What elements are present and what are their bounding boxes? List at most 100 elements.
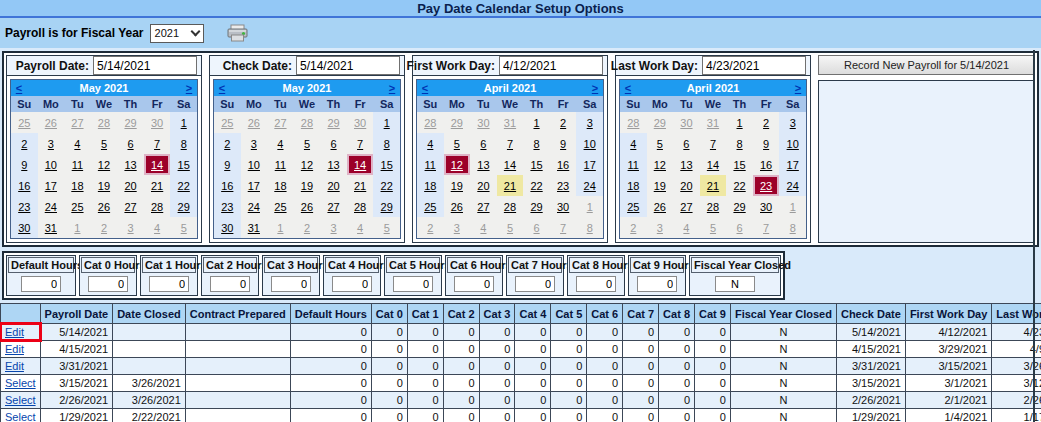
- day-link[interactable]: 27: [71, 117, 83, 129]
- day-link[interactable]: 25: [627, 201, 639, 213]
- hours-box-input[interactable]: [210, 276, 250, 292]
- day-link[interactable]: 8: [587, 222, 593, 234]
- day-link[interactable]: 16: [18, 180, 30, 192]
- day-link[interactable]: 2: [101, 222, 107, 234]
- day-link[interactable]: 11: [275, 159, 286, 171]
- day-link[interactable]: 6: [128, 138, 134, 150]
- day-link[interactable]: 22: [733, 180, 745, 192]
- day-link[interactable]: 10: [45, 159, 57, 171]
- day-link[interactable]: 26: [45, 117, 57, 129]
- day-link[interactable]: 16: [760, 159, 772, 171]
- day-link[interactable]: 13: [680, 159, 692, 171]
- day-link[interactable]: 15: [733, 159, 745, 171]
- day-link[interactable]: 28: [151, 201, 163, 213]
- day-link[interactable]: 3: [128, 222, 134, 234]
- hours-box-input[interactable]: [271, 276, 311, 292]
- hours-box-input[interactable]: [21, 276, 61, 292]
- day-link[interactable]: 11: [72, 159, 83, 171]
- next-month-link[interactable]: >: [587, 82, 603, 94]
- day-link[interactable]: 23: [557, 180, 569, 192]
- day-link[interactable]: 27: [477, 201, 489, 213]
- day-link[interactable]: 11: [628, 159, 639, 171]
- day-link[interactable]: 30: [221, 222, 233, 234]
- day-link[interactable]: 5: [657, 138, 663, 150]
- hours-box-input[interactable]: [332, 276, 372, 292]
- day-link[interactable]: 8: [534, 138, 540, 150]
- day-link[interactable]: 1: [74, 222, 80, 234]
- day-link[interactable]: 9: [560, 138, 566, 150]
- hours-box-input[interactable]: [149, 276, 189, 292]
- day-link[interactable]: 24: [248, 201, 260, 213]
- day-link[interactable]: 3: [657, 222, 663, 234]
- day-link[interactable]: 27: [274, 117, 286, 129]
- day-link[interactable]: 28: [707, 201, 719, 213]
- day-link[interactable]: 4: [683, 222, 689, 234]
- day-link[interactable]: 5: [181, 222, 187, 234]
- day-link[interactable]: 3: [251, 138, 257, 150]
- day-link[interactable]: 27: [124, 201, 136, 213]
- day-link[interactable]: 2: [630, 222, 636, 234]
- next-month-link[interactable]: >: [790, 82, 806, 94]
- day-link[interactable]: 29: [124, 117, 136, 129]
- day-link[interactable]: 1: [277, 222, 283, 234]
- day-link[interactable]: 23: [18, 201, 30, 213]
- day-link[interactable]: 6: [737, 222, 743, 234]
- day-link[interactable]: 25: [71, 201, 83, 213]
- day-link[interactable]: 25: [18, 117, 30, 129]
- day-link[interactable]: 31: [45, 222, 57, 234]
- day-link[interactable]: 21: [707, 180, 719, 192]
- day-link[interactable]: 25: [221, 117, 233, 129]
- day-link[interactable]: 28: [627, 117, 639, 129]
- day-link[interactable]: 17: [584, 159, 596, 171]
- day-link[interactable]: 12: [98, 159, 110, 171]
- day-link[interactable]: 25: [274, 201, 286, 213]
- next-month-link[interactable]: >: [181, 82, 197, 94]
- day-link[interactable]: 16: [557, 159, 569, 171]
- day-link[interactable]: 6: [683, 138, 689, 150]
- day-link[interactable]: 31: [707, 117, 719, 129]
- day-link[interactable]: 4: [154, 222, 160, 234]
- day-link[interactable]: 13: [124, 159, 136, 171]
- day-link[interactable]: 6: [480, 138, 486, 150]
- day-link[interactable]: 8: [790, 222, 796, 234]
- day-link[interactable]: 20: [680, 180, 692, 192]
- day-link[interactable]: 19: [654, 180, 666, 192]
- day-link[interactable]: 17: [787, 159, 799, 171]
- day-link[interactable]: 4: [357, 222, 363, 234]
- day-link[interactable]: 19: [301, 180, 313, 192]
- day-link[interactable]: 7: [357, 138, 363, 150]
- day-link[interactable]: 29: [327, 117, 339, 129]
- day-link[interactable]: 30: [477, 117, 489, 129]
- day-link[interactable]: 7: [507, 138, 513, 150]
- edit-link[interactable]: Edit: [5, 360, 24, 372]
- day-link[interactable]: 2: [304, 222, 310, 234]
- day-link[interactable]: 31: [504, 117, 516, 129]
- day-link[interactable]: 15: [381, 159, 393, 171]
- day-link[interactable]: 17: [248, 180, 260, 192]
- edit-link[interactable]: Edit: [5, 326, 24, 338]
- day-link[interactable]: 1: [181, 117, 187, 129]
- day-link[interactable]: 30: [760, 201, 772, 213]
- day-link[interactable]: 16: [221, 180, 233, 192]
- day-link[interactable]: 5: [454, 138, 460, 150]
- day-link[interactable]: 2: [763, 117, 769, 129]
- edit-link[interactable]: Edit: [5, 343, 24, 355]
- day-link[interactable]: 30: [151, 117, 163, 129]
- record-new-payroll-button[interactable]: Record New Payroll for 5/14/2021: [818, 55, 1035, 75]
- day-link[interactable]: 18: [71, 180, 83, 192]
- panel-date-input[interactable]: [702, 56, 806, 75]
- day-link[interactable]: 2: [21, 138, 27, 150]
- day-link[interactable]: 20: [124, 180, 136, 192]
- day-link[interactable]: 26: [451, 201, 463, 213]
- panel-date-input[interactable]: [296, 56, 400, 75]
- hours-box-input[interactable]: [454, 276, 494, 292]
- day-link[interactable]: 3: [587, 117, 593, 129]
- day-link[interactable]: 24: [45, 201, 57, 213]
- day-link[interactable]: 5: [710, 222, 716, 234]
- day-link[interactable]: 30: [18, 222, 30, 234]
- day-link[interactable]: 10: [584, 138, 596, 150]
- day-link[interactable]: 6: [534, 222, 540, 234]
- day-link[interactable]: 8: [181, 138, 187, 150]
- day-link[interactable]: 2: [224, 138, 230, 150]
- day-link[interactable]: 1: [384, 117, 390, 129]
